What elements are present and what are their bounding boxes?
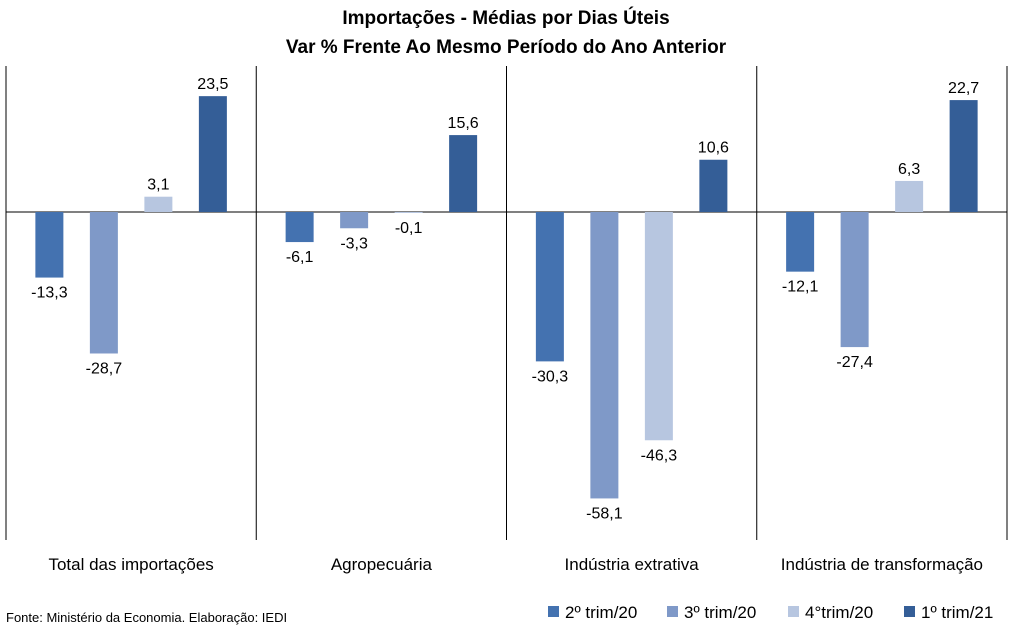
legend: 2º trim/20 3º trim/20 4°trim/20 1º trim/21 (548, 603, 993, 622)
data-label: -12,1 (782, 279, 819, 296)
data-label: -6,1 (286, 249, 314, 266)
data-label: -58,1 (586, 505, 623, 522)
category-label: Agropecuária (331, 555, 433, 574)
data-label: -0,1 (395, 220, 423, 237)
data-label: -46,3 (641, 447, 678, 464)
bar (644, 212, 673, 441)
bar (144, 196, 173, 212)
bar (590, 212, 619, 499)
bar (340, 212, 369, 229)
legend-label: 3º trim/20 (684, 603, 756, 622)
legend-label: 2º trim/20 (565, 603, 637, 622)
legend-label: 1º trim/21 (921, 603, 993, 622)
bar (198, 96, 227, 212)
data-label: -13,3 (31, 285, 68, 302)
legend-swatch (788, 606, 799, 617)
bar (535, 212, 564, 362)
data-label: -30,3 (532, 368, 569, 385)
legend-label: 4°trim/20 (805, 603, 873, 622)
bar (840, 212, 869, 348)
plot-area: -13,3 -28,7 3,1 23,5 Total das importações -6… (5, 66, 1008, 574)
bar (89, 212, 118, 354)
bar (285, 212, 314, 243)
legend-swatch (667, 606, 678, 617)
data-label: 6,3 (898, 161, 920, 178)
bar (699, 159, 728, 212)
category-label: Indústria de transformação (781, 555, 983, 574)
data-label: 3,1 (147, 177, 169, 194)
bar (449, 135, 478, 212)
data-label: -27,4 (836, 354, 873, 371)
data-label: 10,6 (698, 140, 729, 157)
chart-subtitle: Var % Frente Ao Mesmo Período do Ano Ant… (286, 37, 727, 58)
data-label: 22,7 (948, 80, 979, 97)
legend-swatch (904, 606, 915, 617)
bar (394, 212, 423, 213)
category-label: Total das importações (48, 555, 213, 574)
data-label: 15,6 (448, 115, 479, 132)
data-label: -3,3 (340, 235, 368, 252)
bar (949, 100, 978, 212)
bar (35, 212, 64, 278)
data-label: -28,7 (86, 360, 123, 377)
chart-title: Importações - Médias por Dias Úteis (342, 7, 669, 29)
bar (895, 180, 924, 212)
category-label: Indústria extrativa (565, 555, 700, 574)
data-label: 23,5 (197, 76, 228, 93)
bar (786, 212, 815, 272)
legend-swatch (548, 606, 559, 617)
source-note: Fonte: Ministério da Economia. Elaboraçã… (6, 610, 287, 625)
